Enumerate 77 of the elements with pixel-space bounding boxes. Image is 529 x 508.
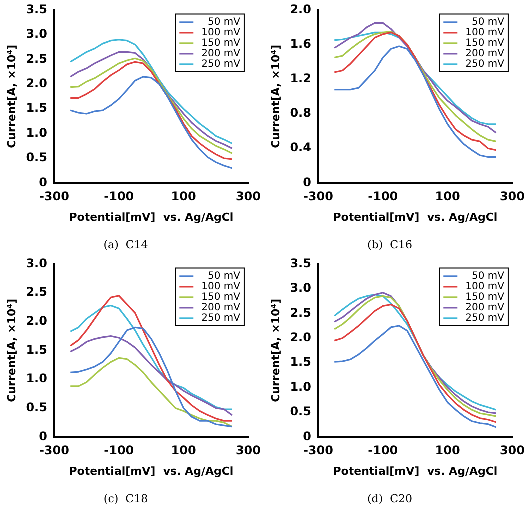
text: (c) C18 [104, 492, 148, 506]
x-tick-label: -100 [104, 444, 134, 458]
x-tick-label: -300 [303, 190, 334, 204]
legend-label: 150 mV [466, 38, 505, 50]
y-tick-label: 2.5 [26, 285, 48, 300]
x-tick-label: 300 [236, 190, 262, 204]
x-tick-label: -300 [303, 444, 334, 458]
legend-label: 100 mV [202, 282, 241, 293]
legend-label: 50 mV [472, 17, 505, 28]
y-tick-label: 3.0 [26, 256, 48, 270]
text: (a) C14 [104, 238, 148, 252]
y-tick-label: 3.5 [290, 256, 312, 270]
y-axis-title: Current[A, ×10⁴] [269, 298, 282, 402]
x-tick-label: -100 [368, 444, 398, 458]
y-axis-title: Current[A, ×10⁴] [269, 44, 282, 148]
y-tick-label: 0 [39, 175, 48, 190]
y-tick-label: 0.5 [26, 150, 48, 165]
y-tick-label: 1.6 [290, 36, 312, 51]
y-tick-label: 3.0 [26, 27, 48, 42]
legend-label: 100 mV [466, 282, 505, 293]
x-axis-title: Potential[mV] vs. Ag/AgCl [69, 465, 234, 478]
legend-label: 200 mV [202, 48, 241, 60]
legend-label: 250 mV [466, 59, 505, 70]
x-tick-label: 300 [236, 444, 262, 458]
legend-label: 150 mV [466, 292, 505, 304]
y-axis-title: Current[A, ×10⁴] [5, 44, 18, 148]
y-tick-label: 1.0 [290, 380, 312, 394]
y-tick-label: 1.2 [290, 72, 312, 86]
y-tick-label: 2.5 [290, 306, 312, 320]
x-tick-label: 300 [500, 190, 526, 204]
y-tick-label: 1.5 [26, 342, 48, 357]
y-tick-label: 2.0 [290, 330, 312, 344]
y-tick-label: 1.5 [290, 355, 312, 370]
y-tick-label: 1.5 [26, 101, 48, 116]
y-tick-label: 0 [303, 429, 312, 444]
x-tick-label: -100 [368, 190, 398, 204]
y-tick-label: 0.5 [290, 404, 312, 419]
y-axis-title: Current[A, ×10⁴] [5, 298, 18, 402]
legend-label: 250 mV [202, 313, 241, 324]
legend-label: 250 mV [202, 59, 241, 70]
y-tick-label: 0.4 [290, 140, 312, 155]
y-tick-label: 2.5 [26, 52, 48, 66]
legend-label: 200 mV [466, 48, 505, 60]
x-tick-label: 100 [435, 190, 460, 204]
x-tick-label: 100 [435, 444, 460, 458]
x-tick-label: -300 [39, 190, 70, 204]
y-tick-label: 1.0 [26, 126, 48, 140]
text: (b) C16 [367, 238, 413, 252]
legend-label: 200 mV [466, 302, 505, 314]
y-tick-label: 2.0 [26, 314, 48, 328]
legend-label: 150 mV [202, 38, 241, 50]
legend-label: 50 mV [208, 17, 241, 28]
y-tick-label: 2.0 [290, 2, 312, 16]
x-axis-title: Potential[mV] vs. Ag/AgCl [333, 465, 498, 478]
y-tick-label: 3.5 [26, 2, 48, 16]
text: (d) C20 [367, 492, 413, 506]
y-tick-label: 0.8 [290, 106, 312, 120]
legend-label: 100 mV [466, 28, 505, 39]
legend-label: 150 mV [202, 292, 241, 304]
y-tick-label: 2.0 [26, 76, 48, 90]
x-axis-title: Potential[mV] vs. Ag/AgCl [333, 211, 498, 224]
x-tick-label: -100 [104, 190, 134, 204]
x-tick-label: 100 [171, 444, 196, 458]
x-axis-title: Potential[mV] vs. Ag/AgCl [69, 211, 234, 224]
legend-label: 50 mV [208, 271, 241, 282]
legend-label: 50 mV [472, 271, 505, 282]
legend-label: 200 mV [202, 302, 241, 314]
y-tick-label: 3.0 [290, 281, 312, 296]
x-tick-label: 300 [500, 444, 526, 458]
y-tick-label: 0 [39, 429, 48, 444]
x-tick-label: 100 [171, 190, 196, 204]
y-tick-label: 0.5 [26, 400, 48, 414]
y-tick-label: 1.0 [26, 372, 48, 386]
legend-label: 100 mV [202, 28, 241, 39]
legend-label: 250 mV [466, 313, 505, 324]
y-tick-label: 0 [303, 175, 312, 190]
x-tick-label: -300 [39, 444, 70, 458]
